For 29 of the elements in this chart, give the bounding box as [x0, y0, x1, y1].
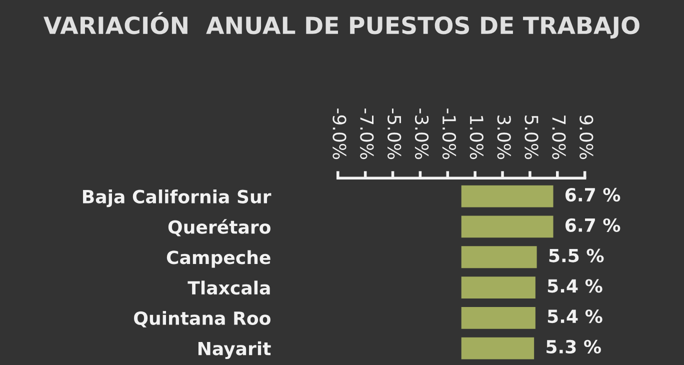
data-label: 5.5 % — [549, 248, 604, 262]
bar — [461, 306, 536, 329]
x-tick-label: 9.0% — [580, 115, 594, 160]
data-label: 5.4 % — [548, 279, 602, 293]
y-tick-label: Baja California Sur — [83, 189, 272, 208]
y-tick-label: Campeche — [166, 250, 270, 268]
x-tick-label: -7.0% — [360, 108, 374, 160]
x-tick-label: 5.0% — [524, 116, 538, 160]
y-tick-label: Tlaxcala — [188, 280, 270, 295]
bar — [461, 337, 534, 360]
x-tick-label: -9.0% — [332, 108, 346, 160]
bar — [461, 185, 554, 208]
y-tick-label: Quintana Roo — [134, 311, 270, 328]
x-tick-label: -3.0% — [414, 108, 429, 160]
data-label: 6.7 % — [566, 188, 620, 202]
x-tick-label: -1.0% — [442, 108, 456, 160]
x-tick-label: 7.0% — [552, 116, 566, 160]
x-tick-label: -5.0% — [388, 108, 402, 160]
data-label: 5.4 % — [548, 309, 602, 324]
chart-title: VARIACIÓN ANUAL DE PUESTOS DE TRABAJO — [44, 12, 640, 39]
y-tick-label: Nayarit — [198, 341, 271, 360]
x-tick-label: 1.0% — [470, 116, 484, 160]
data-label: 5.3 % — [546, 340, 601, 354]
bar — [461, 216, 554, 238]
y-tick-label: Querétaro — [168, 219, 270, 236]
x-tick-label: 3.0% — [497, 116, 511, 160]
bar — [461, 276, 536, 298]
data-label: 6.7 % — [566, 218, 620, 232]
bar — [461, 246, 537, 268]
